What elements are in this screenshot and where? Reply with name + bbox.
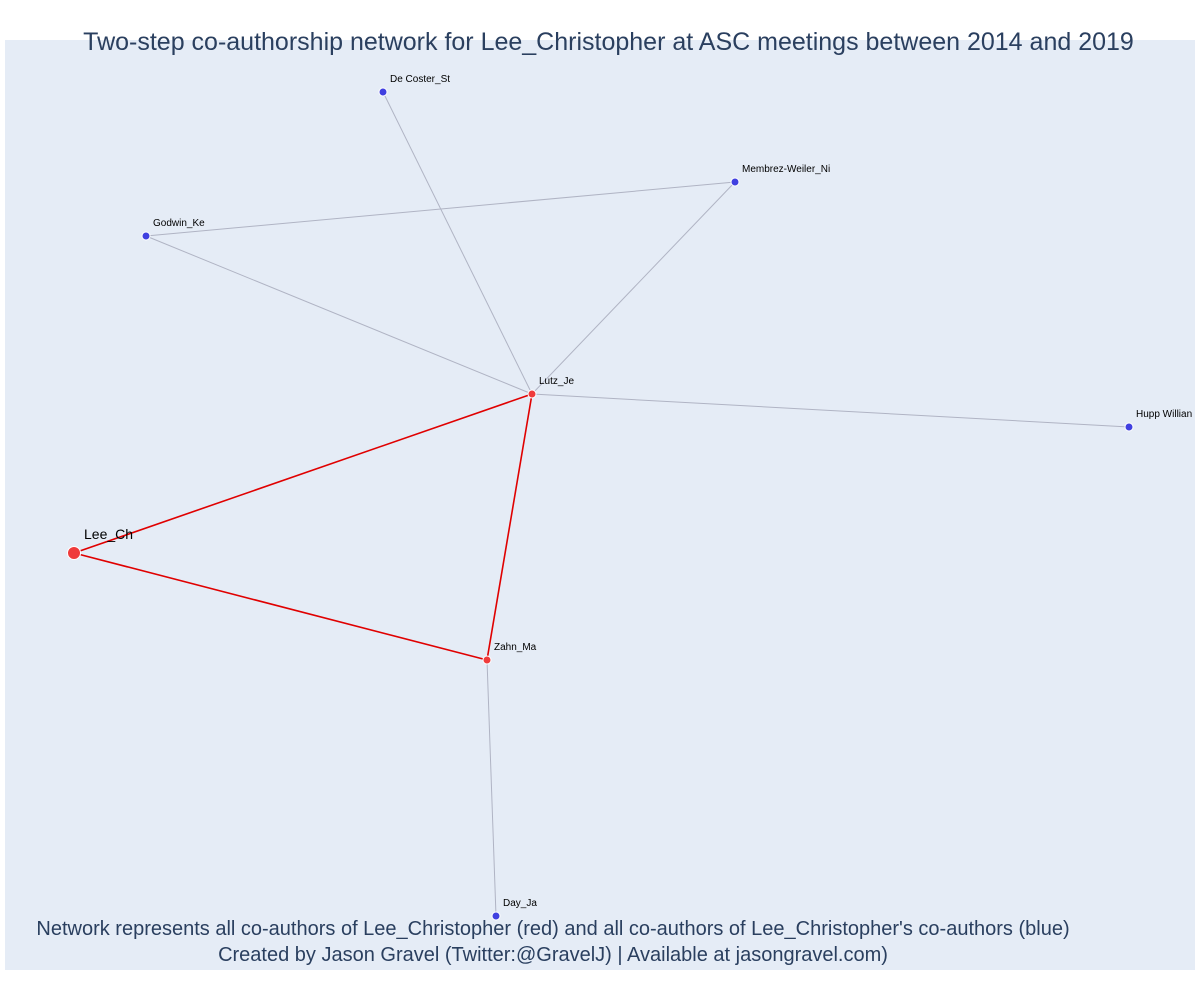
node-label-hupp: Hupp Willian [1136,409,1192,420]
node-zahn[interactable] [482,655,492,665]
plot-area [5,40,1195,970]
node-label-godwin: Godwin_Ke [153,218,205,229]
edge-lutz-zahn [486,393,533,661]
node-label-decoster: De Coster_St [390,74,450,85]
node-day[interactable] [491,911,501,921]
node-hupp[interactable] [1124,422,1134,432]
node-label-zahn: Zahn_Ma [494,642,537,653]
edge-godwin-membrez [145,181,736,237]
edge-lutz-hupp [531,393,1130,428]
nodes-layer [67,87,1134,921]
edge-zahn-day [486,659,497,917]
caption-line-2: Created by Jason Gravel (Twitter:@Gravel… [218,944,888,966]
edge-lutz-decoster [382,91,533,395]
edge-lee-lutz [73,393,533,554]
node-label-lee: Lee_Ch [84,526,133,542]
node-lee[interactable] [67,546,81,560]
caption-line-1: Network represents all co-authors of Lee… [36,918,1070,940]
edges-layer [73,91,1130,917]
chart-title: Two-step co-authorship network for Lee_C… [83,28,1134,56]
node-godwin[interactable] [141,231,151,241]
edge-lutz-membrez [531,181,736,395]
labels-layer: Lee_Ch Lutz_Je Zahn_Ma De Coster_St Membrez-… [84,74,1192,909]
edge-lee-zahn [73,552,488,661]
node-membrez[interactable] [730,177,740,187]
node-lutz[interactable] [527,389,537,399]
node-label-lutz: Lutz_Je [539,376,574,387]
node-label-membrez: Membrez-Weiler_Ni [742,164,830,175]
edge-lutz-godwin [145,235,533,395]
node-decoster[interactable] [378,87,388,97]
node-label-day: Day_Ja [503,898,537,909]
